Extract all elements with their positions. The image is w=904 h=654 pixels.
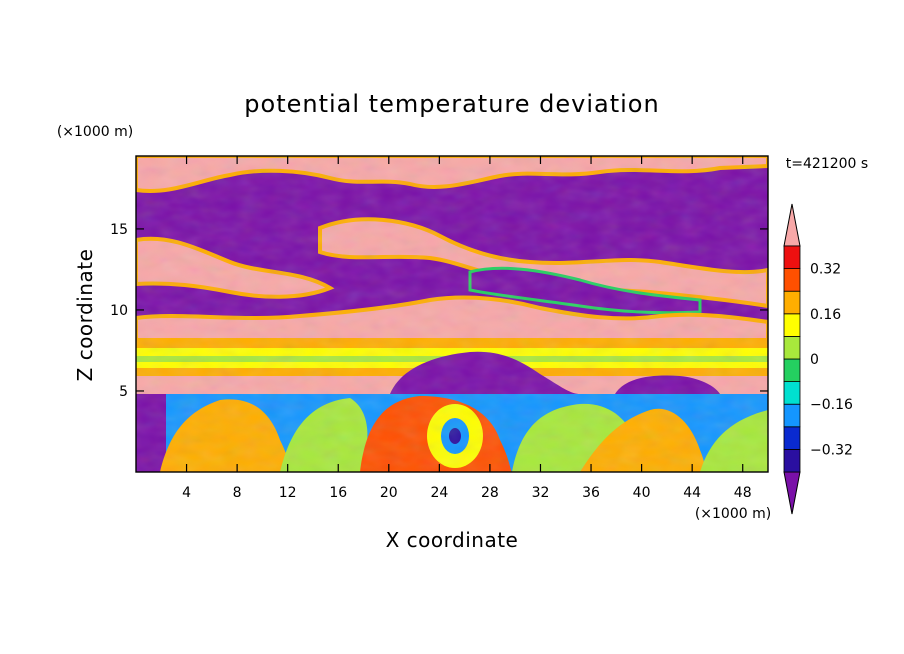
colorbar-segment [783, 448, 801, 473]
colorbar-segment [783, 245, 801, 270]
colorbar-segment [783, 290, 801, 315]
x-tick-label: 28 [481, 485, 499, 501]
colorbar-tick-label: 0.16 [810, 307, 841, 323]
x-tick-label: 32 [532, 485, 550, 501]
x-tick-label: 8 [233, 485, 242, 501]
x-unit-label: (×1000 m) [695, 506, 771, 522]
colorbar-extend-high [783, 203, 801, 247]
x-tick-label: 48 [734, 485, 752, 501]
x-tick-label: 24 [430, 485, 448, 501]
colorbar: 0.32 0.16 0 −0.16 −0.32 [783, 203, 853, 515]
field-texture [136, 156, 768, 472]
colorbar-segment [783, 268, 801, 292]
y-tick-label: 10 [110, 303, 128, 319]
colorbar-tick-label: −0.16 [810, 397, 853, 413]
y-tick-label: 15 [110, 222, 128, 238]
y-ticks: 5 10 15 [110, 222, 768, 400]
x-tick-label: 20 [380, 485, 398, 501]
plot-frame [135, 155, 769, 473]
x-tick-label: 4 [182, 485, 191, 501]
colorbar-segment [783, 381, 801, 405]
x-tick-label: 16 [329, 485, 347, 501]
chart-title: potential temperature deviation [244, 90, 659, 118]
colorbar-tick-label: 0 [810, 352, 819, 368]
time-label: t=421200 s [786, 156, 868, 172]
colorbar-segment [783, 403, 801, 428]
x-ticks: 4 8 12 16 20 24 28 32 36 40 44 48 [182, 156, 752, 501]
colorbar-segment [783, 426, 801, 450]
contour-field [136, 156, 768, 472]
x-tick-label: 44 [683, 485, 701, 501]
y-axis-title: Z coordinate [73, 249, 97, 382]
y-unit-label: (×1000 m) [57, 124, 133, 140]
y-tick-label: 5 [119, 384, 128, 400]
colorbar-segment [783, 335, 801, 360]
x-tick-label: 36 [582, 485, 600, 501]
colorbar-segment [783, 313, 801, 337]
colorbar-segment [783, 358, 801, 383]
x-tick-label: 40 [633, 485, 651, 501]
x-axis-title: X coordinate [386, 528, 519, 552]
colorbar-tick-label: 0.32 [810, 262, 841, 278]
colorbar-extend-low [783, 471, 801, 515]
colorbar-tick-label: −0.32 [810, 442, 853, 458]
x-tick-label: 12 [279, 485, 297, 501]
